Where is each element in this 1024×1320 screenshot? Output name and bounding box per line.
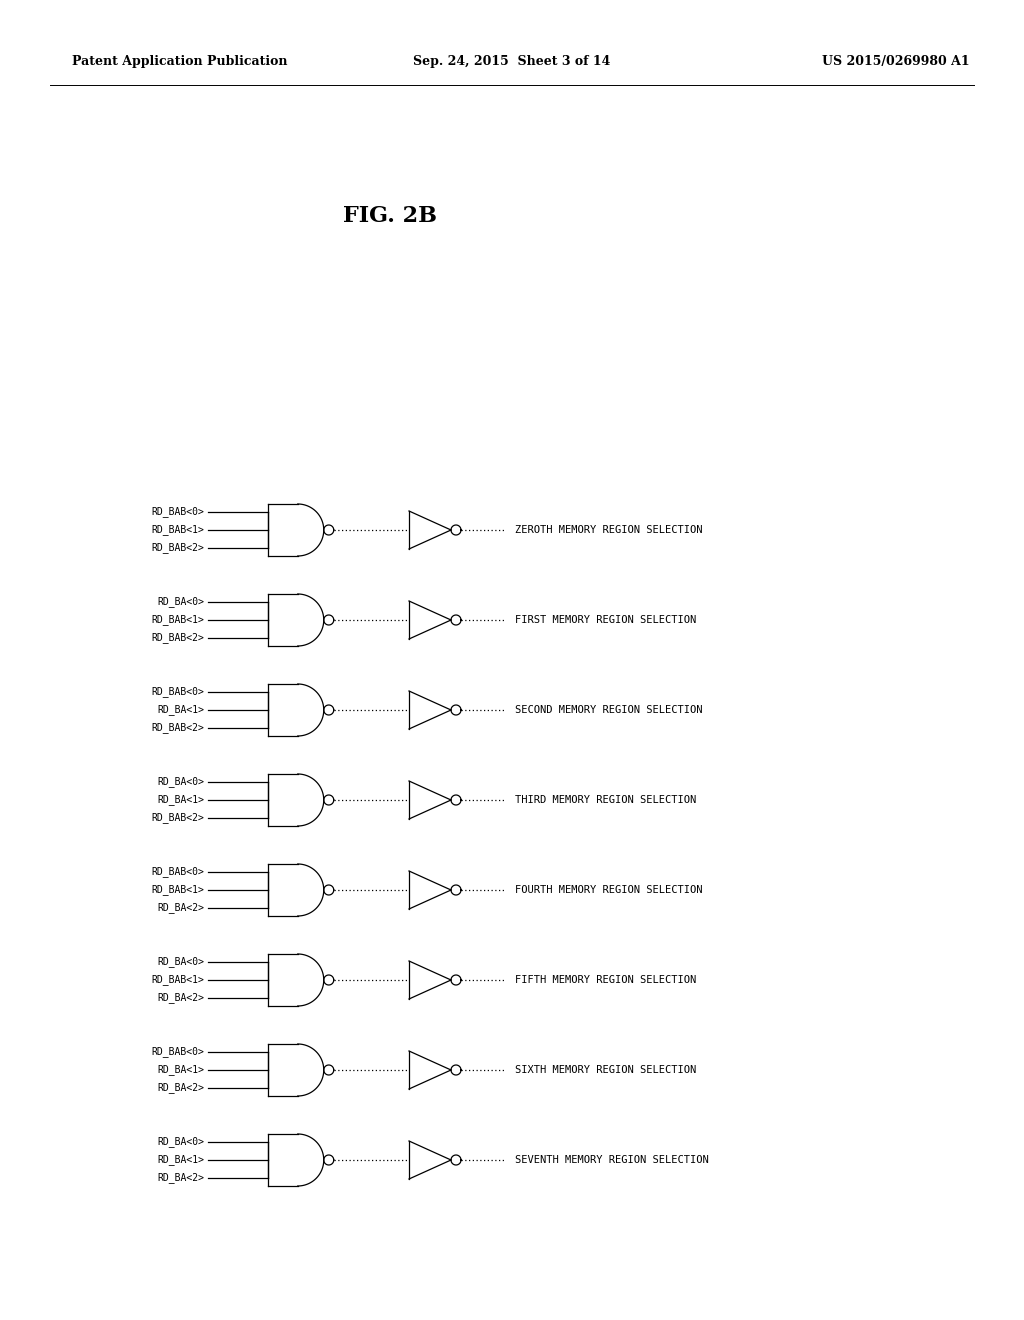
Text: RD_BA<0>: RD_BA<0> xyxy=(158,776,205,788)
Text: US 2015/0269980 A1: US 2015/0269980 A1 xyxy=(822,55,970,69)
Text: RD_BA<1>: RD_BA<1> xyxy=(158,705,205,715)
Text: FIFTH MEMORY REGION SELECTION: FIFTH MEMORY REGION SELECTION xyxy=(515,975,696,985)
Text: RD_BAB<1>: RD_BAB<1> xyxy=(152,524,205,536)
Text: SECOND MEMORY REGION SELECTION: SECOND MEMORY REGION SELECTION xyxy=(515,705,702,715)
Text: THIRD MEMORY REGION SELECTION: THIRD MEMORY REGION SELECTION xyxy=(515,795,696,805)
Text: Patent Application Publication: Patent Application Publication xyxy=(72,55,288,69)
Text: RD_BA<0>: RD_BA<0> xyxy=(158,1137,205,1147)
Text: FIRST MEMORY REGION SELECTION: FIRST MEMORY REGION SELECTION xyxy=(515,615,696,624)
Text: RD_BA<1>: RD_BA<1> xyxy=(158,1064,205,1076)
Text: RD_BAB<0>: RD_BAB<0> xyxy=(152,1047,205,1057)
Text: RD_BA<0>: RD_BA<0> xyxy=(158,957,205,968)
Text: FIG. 2B: FIG. 2B xyxy=(343,205,437,227)
Text: RD_BAB<2>: RD_BAB<2> xyxy=(152,722,205,734)
Text: RD_BA<2>: RD_BA<2> xyxy=(158,1172,205,1184)
Text: RD_BAB<1>: RD_BAB<1> xyxy=(152,884,205,895)
Text: RD_BAB<2>: RD_BAB<2> xyxy=(152,632,205,643)
Text: RD_BA<1>: RD_BA<1> xyxy=(158,1155,205,1166)
Text: RD_BAB<2>: RD_BAB<2> xyxy=(152,813,205,824)
Text: RD_BA<2>: RD_BA<2> xyxy=(158,903,205,913)
Text: RD_BA<2>: RD_BA<2> xyxy=(158,993,205,1003)
Text: RD_BAB<2>: RD_BAB<2> xyxy=(152,543,205,553)
Text: RD_BA<1>: RD_BA<1> xyxy=(158,795,205,805)
Text: RD_BAB<0>: RD_BAB<0> xyxy=(152,866,205,878)
Text: RD_BAB<0>: RD_BAB<0> xyxy=(152,686,205,697)
Text: RD_BAB<1>: RD_BAB<1> xyxy=(152,615,205,626)
Text: RD_BAB<0>: RD_BAB<0> xyxy=(152,507,205,517)
Text: RD_BA<2>: RD_BA<2> xyxy=(158,1082,205,1093)
Text: RD_BA<0>: RD_BA<0> xyxy=(158,597,205,607)
Text: SIXTH MEMORY REGION SELECTION: SIXTH MEMORY REGION SELECTION xyxy=(515,1065,696,1074)
Text: Sep. 24, 2015  Sheet 3 of 14: Sep. 24, 2015 Sheet 3 of 14 xyxy=(414,55,610,69)
Text: FOURTH MEMORY REGION SELECTION: FOURTH MEMORY REGION SELECTION xyxy=(515,884,702,895)
Text: RD_BAB<1>: RD_BAB<1> xyxy=(152,974,205,986)
Text: SEVENTH MEMORY REGION SELECTION: SEVENTH MEMORY REGION SELECTION xyxy=(515,1155,709,1166)
Text: ZEROTH MEMORY REGION SELECTION: ZEROTH MEMORY REGION SELECTION xyxy=(515,525,702,535)
